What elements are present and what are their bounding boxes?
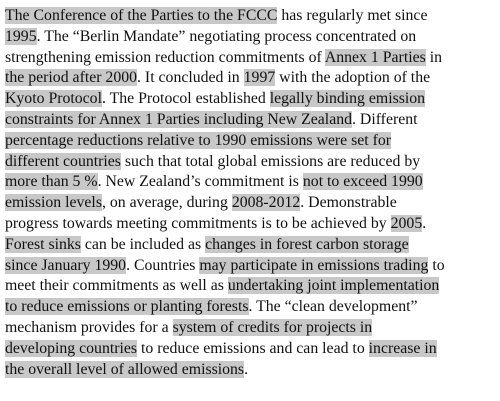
- text-segment: . Demonstrable: [300, 194, 397, 212]
- text-line: to reduce emissions or planting forests.…: [5, 297, 500, 318]
- text-segment: can be included as: [80, 235, 206, 253]
- text-line: constraints for Annex 1 Parties includin…: [5, 110, 500, 131]
- text-line: 1995. The “Berlin Mandate” negotiating p…: [5, 27, 500, 48]
- text-line: since January 1990. Countries may partic…: [5, 256, 500, 277]
- highlighted-text: not to exceed 1990: [302, 173, 423, 191]
- document-paragraph: The Conference of the Parties to the FCC…: [5, 6, 500, 380]
- highlighted-text: system of credits for projects in: [172, 318, 373, 336]
- text-line: strengthening emission reduction commitm…: [5, 48, 500, 69]
- text-line: the period after 2000. It concluded in 1…: [5, 68, 500, 89]
- text-segment: , on average, during: [101, 194, 232, 212]
- highlighted-text: may participate in emissions trading: [199, 256, 429, 274]
- highlighted-text: undertaking joint implementation: [227, 277, 440, 295]
- text-line: The Conference of the Parties to the FCC…: [5, 6, 500, 27]
- highlighted-text: different countries: [5, 152, 121, 170]
- highlighted-text: 2008-2012: [231, 194, 301, 212]
- text-line: percentage reductions relative to 1990 e…: [5, 131, 500, 152]
- highlighted-text: to reduce emissions or planting forests: [5, 298, 249, 316]
- text-line: progress towards meeting commitments is …: [5, 214, 500, 235]
- highlighted-text: developing countries: [5, 339, 138, 357]
- text-segment: .: [422, 214, 427, 232]
- highlighted-text: increase in: [368, 339, 437, 357]
- text-segment: in: [425, 48, 442, 66]
- text-line: Kyoto Protocol. The Protocol established…: [5, 89, 500, 110]
- text-line: Forest sinks can be included as changes …: [5, 235, 500, 256]
- text-segment: . The Protocol established: [101, 90, 270, 108]
- text-line: developing countries to reduce emissions…: [5, 339, 500, 360]
- highlighted-text: emission levels: [5, 194, 102, 212]
- highlighted-text: since January 1990: [5, 256, 127, 274]
- highlighted-text: 2005: [390, 214, 423, 232]
- text-line: mechanism provides for a system of credi…: [5, 318, 500, 339]
- text-segment: . The “clean development”: [248, 298, 418, 316]
- text-line: more than 5 %. New Zealand’s commitment …: [5, 172, 500, 193]
- highlighted-text: constraints for Annex 1 Parties includin…: [5, 110, 353, 128]
- highlighted-text: 1995: [5, 27, 37, 45]
- text-segment: meet their commitments as well as: [5, 277, 228, 295]
- highlighted-text: changes in forest carbon storage: [205, 235, 409, 253]
- text-line: the overall level of allowed emissions.: [5, 360, 500, 381]
- text-segment: . The “Berlin Mandate” negotiating proce…: [36, 27, 417, 45]
- text-segment: . New Zealand’s commitment is: [97, 173, 303, 191]
- highlighted-text: Forest sinks: [5, 235, 81, 253]
- text-segment: with the adoption of the: [275, 69, 431, 87]
- text-segment: progress towards meeting commitments is …: [5, 214, 391, 232]
- highlighted-text: percentage reductions relative to 1990 e…: [5, 131, 392, 149]
- highlighted-text: 1997: [243, 69, 276, 87]
- highlighted-text: more than 5 %: [5, 173, 98, 191]
- text-segment: . It concluded in: [137, 69, 244, 87]
- text-line: emission levels, on average, during 2008…: [5, 193, 500, 214]
- text-segment: has regularly met since: [277, 7, 428, 24]
- text-segment: . Different: [352, 110, 418, 128]
- text-segment: .: [244, 360, 249, 378]
- text-segment: to: [428, 256, 445, 274]
- text-segment: such that total global emissions are red…: [120, 152, 421, 170]
- text-segment: to reduce emissions and can lead to: [137, 339, 369, 357]
- text-line: meet their commitments as well as undert…: [5, 276, 500, 297]
- text-segment: strengthening emission reduction commitm…: [5, 48, 325, 66]
- highlighted-text: Annex 1 Parties: [324, 48, 426, 66]
- highlighted-text: The Conference of the Parties to the FCC…: [5, 7, 278, 24]
- text-line: different countries such that total glob…: [5, 152, 500, 173]
- highlighted-text: the overall level of allowed emissions: [5, 360, 245, 378]
- highlighted-text: legally binding emission: [269, 90, 426, 108]
- text-segment: mechanism provides for a: [5, 318, 173, 336]
- text-segment: . Countries: [126, 256, 200, 274]
- highlighted-text: the period after 2000: [5, 69, 138, 87]
- highlighted-text: Kyoto Protocol: [5, 90, 102, 108]
